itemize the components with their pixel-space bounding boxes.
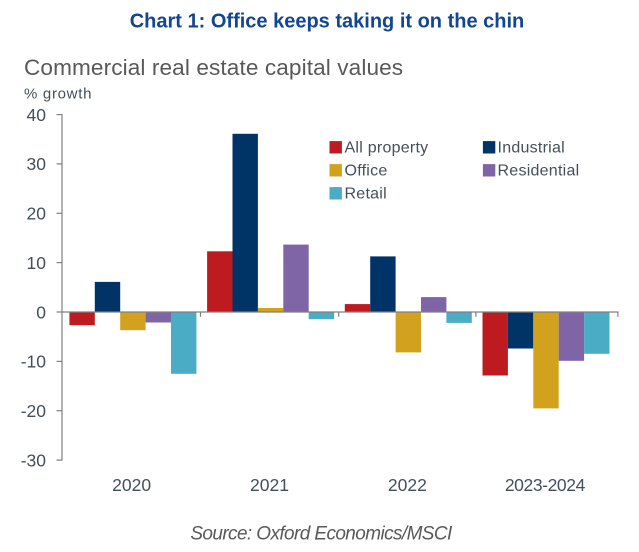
svg-text:-10: -10 (21, 352, 47, 372)
svg-text:All property: All property (345, 140, 429, 157)
svg-text:2020: 2020 (112, 475, 151, 495)
svg-text:% growth: % growth (24, 86, 92, 103)
svg-text:10: 10 (27, 253, 47, 273)
svg-text:-20: -20 (21, 401, 47, 421)
svg-text:40: 40 (27, 105, 47, 125)
svg-text:Chart 1: Office keeps taking i: Chart 1: Office keeps taking it on the c… (130, 11, 525, 33)
svg-text:Retail: Retail (345, 186, 387, 203)
svg-text:2021: 2021 (250, 475, 289, 495)
svg-text:Office: Office (345, 163, 388, 180)
svg-text:2022: 2022 (388, 475, 427, 495)
svg-text:Industrial: Industrial (498, 140, 565, 157)
svg-text:20: 20 (27, 204, 47, 224)
svg-text:Commercial real estate capital: Commercial real estate capital values (24, 55, 403, 80)
svg-text:Source: Oxford Economics/MSCI: Source: Oxford Economics/MSCI (190, 524, 453, 545)
svg-text:30: 30 (27, 154, 47, 174)
svg-text:0: 0 (36, 302, 46, 322)
svg-text:Residential: Residential (498, 163, 580, 180)
svg-text:2023-2024: 2023-2024 (505, 475, 586, 495)
svg-text:-30: -30 (21, 450, 47, 470)
